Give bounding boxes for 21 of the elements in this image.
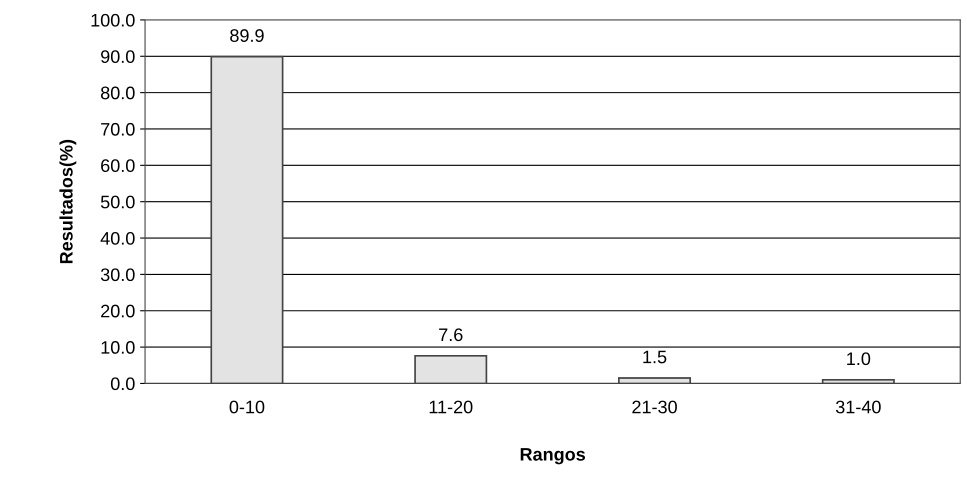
x-tick-label: 0-10 xyxy=(230,400,264,414)
y-tick-label: 10.0 xyxy=(102,341,135,354)
data-label: 89.9 xyxy=(230,29,264,42)
y-tick-label: 0.0 xyxy=(110,377,135,390)
y-tick-label: 100.0 xyxy=(92,14,135,27)
y-tick-label: 20.0 xyxy=(101,304,135,318)
data-label: 7.6 xyxy=(439,328,462,342)
data-label: 1.5 xyxy=(643,350,666,364)
y-tick-label: 40.0 xyxy=(100,232,135,245)
y-tick-label: 60.0 xyxy=(101,159,135,172)
x-tick-label: 31-40 xyxy=(836,400,881,414)
y-tick-label: 50.0 xyxy=(100,196,135,208)
y-axis-title: Resultados(%) xyxy=(59,140,76,264)
y-tick-label: 80.0 xyxy=(100,86,135,100)
y-tick-label: 30.0 xyxy=(100,268,135,282)
y-tick-label: 90.0 xyxy=(101,50,135,63)
x-tick-label: 21-30 xyxy=(632,400,677,414)
y-tick-label: 70.0 xyxy=(101,122,135,136)
x-tick-label: 11-20 xyxy=(430,400,472,414)
x-axis-title: Rangos xyxy=(520,448,586,464)
data-label: 1.0 xyxy=(847,352,870,366)
